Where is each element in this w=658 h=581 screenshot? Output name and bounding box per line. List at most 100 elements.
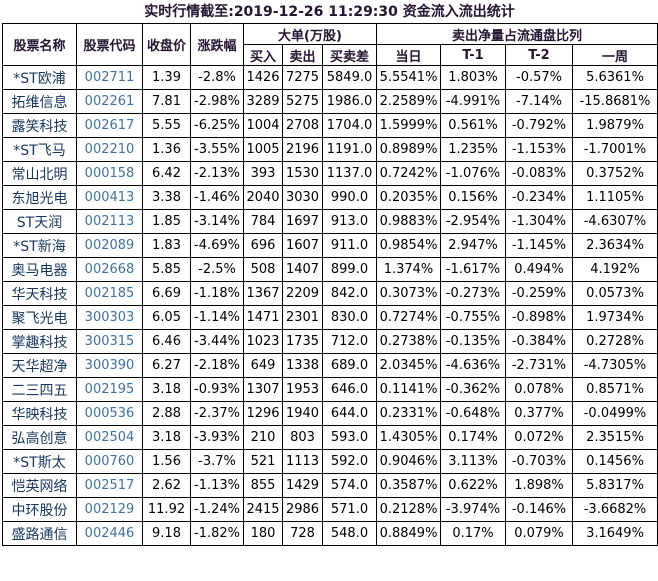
table-row[interactable]: 二三四五 002195 3.18 -0.93% 1307 1953 646.0 0.1141%… (2, 377, 658, 402)
buy-sell-diff-cell: 574.0 (322, 473, 377, 498)
sell-cell: 5275 (282, 89, 323, 114)
close-price-cell: 2.62 (142, 473, 191, 498)
t2-ratio-cell: -0.234% (505, 185, 573, 210)
table-row[interactable]: 天华超净 300390 6.27 -2.18% 649 1338 689.0 2.0345% -… (2, 353, 658, 378)
t2-ratio-cell: -7.14% (505, 89, 573, 114)
change-pct-cell: -3.55% (190, 137, 244, 162)
table-row[interactable]: *ST欧浦 002711 1.39 -2.8% 1426 7275 5849.0 5.5541… (2, 65, 658, 90)
t2-ratio-cell: 0.072% (505, 425, 573, 450)
buy-sell-diff-cell: 913.0 (322, 209, 377, 234)
table-row[interactable]: *ST斯太 000760 1.56 -3.7% 521 1113 592.0 0.9046% 3… (2, 449, 658, 474)
close-price-cell: 6.46 (142, 329, 191, 354)
table-row[interactable]: 露笑科技 002617 5.55 -6.25% 1004 2708 1704.0 1.5999… (2, 113, 658, 138)
stock-code-cell: 002504 (76, 425, 143, 450)
table-body: *ST欧浦 002711 1.39 -2.8% 1426 7275 5849.0 5.5541… (2, 65, 658, 546)
buy-cell: 1426 (243, 65, 283, 90)
t1-ratio-cell: -0.273% (440, 281, 506, 306)
buy-cell: 1023 (243, 329, 283, 354)
col-header-buy: 买入 (243, 44, 283, 66)
t2-ratio-cell: -0.259% (505, 281, 573, 306)
sell-cell: 2196 (282, 137, 323, 162)
change-pct-cell: -4.69% (190, 233, 244, 258)
week-ratio-cell: 5.8317% (571, 473, 658, 498)
table-row[interactable]: 华天科技 002185 6.69 -1.18% 1367 2209 842.0 0.3073%… (2, 281, 658, 306)
buy-cell: 2040 (243, 185, 283, 210)
table-row[interactable]: ST天润 002113 1.85 -3.14% 784 1697 913.0 0.9883% -… (2, 209, 658, 234)
buy-sell-diff-cell: 592.0 (322, 449, 377, 474)
change-pct-cell: -1.24% (190, 497, 244, 522)
week-ratio-cell: -3.6682% (571, 497, 658, 522)
buy-cell: 2415 (243, 497, 283, 522)
stock-name-cell: *ST新海 (2, 233, 77, 258)
week-ratio-cell: 0.3752% (571, 161, 658, 186)
stock-name-cell: 东旭光电 (2, 185, 77, 210)
table-row[interactable]: *ST飞马 002210 1.36 -3.55% 1005 2196 1191.0 0.898… (2, 137, 658, 162)
stock-code-cell: 000413 (76, 185, 143, 210)
t1-ratio-cell: -0.755% (440, 305, 506, 330)
stock-name-cell: *ST欧浦 (2, 65, 77, 90)
close-price-cell: 5.55 (142, 113, 191, 138)
t1-ratio-cell: -1.617% (440, 257, 506, 282)
buy-cell: 521 (243, 449, 283, 474)
table-row[interactable]: 恺英网络 002517 2.62 -1.13% 855 1429 574.0 0.3587% 0… (2, 473, 658, 498)
t2-ratio-cell: -0.703% (505, 449, 573, 474)
t1-ratio-cell: 3.113% (440, 449, 506, 474)
sell-cell: 1940 (282, 401, 323, 426)
sell-cell: 1953 (282, 377, 323, 402)
sell-cell: 2986 (282, 497, 323, 522)
buy-sell-diff-cell: 830.0 (322, 305, 377, 330)
col-header-stock-code: 股票代码 (76, 23, 143, 66)
stock-name-cell: *ST斯太 (2, 449, 77, 474)
stock-name-cell: 中环股份 (2, 497, 77, 522)
change-pct-cell: -1.82% (190, 521, 244, 546)
stock-code-cell: 002113 (76, 209, 143, 234)
buy-sell-diff-cell: 911.0 (322, 233, 377, 258)
buy-cell: 1307 (243, 377, 283, 402)
col-header-change-pct: 涨跌幅 (190, 23, 244, 66)
table-row[interactable]: 华映科技 000536 2.88 -2.37% 1296 1940 644.0 0.2331%… (2, 401, 658, 426)
table-row[interactable]: 拓维信息 002261 7.81 -2.98% 3289 5275 1986.0 2.2589… (2, 89, 658, 114)
sell-cell: 2209 (282, 281, 323, 306)
close-price-cell: 3.18 (142, 377, 191, 402)
table-row[interactable]: 掌趣科技 300315 6.46 -3.44% 1023 1735 712.0 0.2738%… (2, 329, 658, 354)
t2-ratio-cell: -0.384% (505, 329, 573, 354)
page-title: 实时行情截至:2019-12-26 11:29:30 资金流入流出统计 (144, 4, 515, 20)
buy-cell: 3289 (243, 89, 283, 114)
stock-name-cell: 恺英网络 (2, 473, 77, 498)
stock-name-cell: 弘高创意 (2, 425, 77, 450)
sell-cell: 2301 (282, 305, 323, 330)
table-row[interactable]: 奥马电器 002668 5.85 -2.5% 508 1407 899.0 1.374% -1.… (2, 257, 658, 282)
today-ratio-cell: 0.9046% (376, 449, 441, 474)
buy-cell: 393 (243, 161, 283, 186)
col-header-sell: 卖出 (282, 44, 323, 66)
buy-sell-diff-cell: 1986.0 (322, 89, 377, 114)
t2-ratio-cell: -1.145% (505, 233, 573, 258)
buy-sell-diff-cell: 689.0 (322, 353, 377, 378)
table-row[interactable]: 聚飞光电 300303 6.05 -1.14% 1471 2301 830.0 0.7274%… (2, 305, 658, 330)
buy-sell-diff-cell: 1704.0 (322, 113, 377, 138)
sell-cell: 1407 (282, 257, 323, 282)
t1-ratio-cell: -0.648% (440, 401, 506, 426)
stock-name-cell: 华映科技 (2, 401, 77, 426)
week-ratio-cell: -4.6307% (571, 209, 658, 234)
today-ratio-cell: 0.2128% (376, 497, 441, 522)
stock-code-cell: 002517 (76, 473, 143, 498)
table-row[interactable]: 弘高创意 002504 3.18 -3.93% 210 803 593.0 1.4305% 0.… (2, 425, 658, 450)
table-row[interactable]: 盛路通信 002446 9.18 -1.82% 180 728 548.0 0.8849% 0.… (2, 521, 658, 546)
sell-cell: 1113 (282, 449, 323, 474)
stock-code-cell: 002185 (76, 281, 143, 306)
week-ratio-cell: 5.6361% (571, 65, 658, 90)
close-price-cell: 1.56 (142, 449, 191, 474)
week-ratio-cell: 1.1105% (571, 185, 658, 210)
table-row[interactable]: 中环股份 002129 11.92 -1.24% 2415 2986 571.0 0.2128… (2, 497, 658, 522)
table-row[interactable]: *ST新海 002089 1.83 -4.69% 696 1607 911.0 0.9854%… (2, 233, 658, 258)
table-row[interactable]: 东旭光电 000413 3.38 -1.46% 2040 3030 990.0 0.2035%… (2, 185, 658, 210)
col-header-close-price: 收盘价 (142, 23, 191, 66)
col-header-stock-name: 股票名称 (2, 23, 77, 66)
sell-cell: 1530 (282, 161, 323, 186)
t1-ratio-cell: 0.17% (440, 521, 506, 546)
table-row[interactable]: 常山北明 000158 6.42 -2.13% 393 1530 1137.0 0.7242%… (2, 161, 658, 186)
close-price-cell: 3.38 (142, 185, 191, 210)
close-price-cell: 1.83 (142, 233, 191, 258)
buy-cell: 210 (243, 425, 283, 450)
